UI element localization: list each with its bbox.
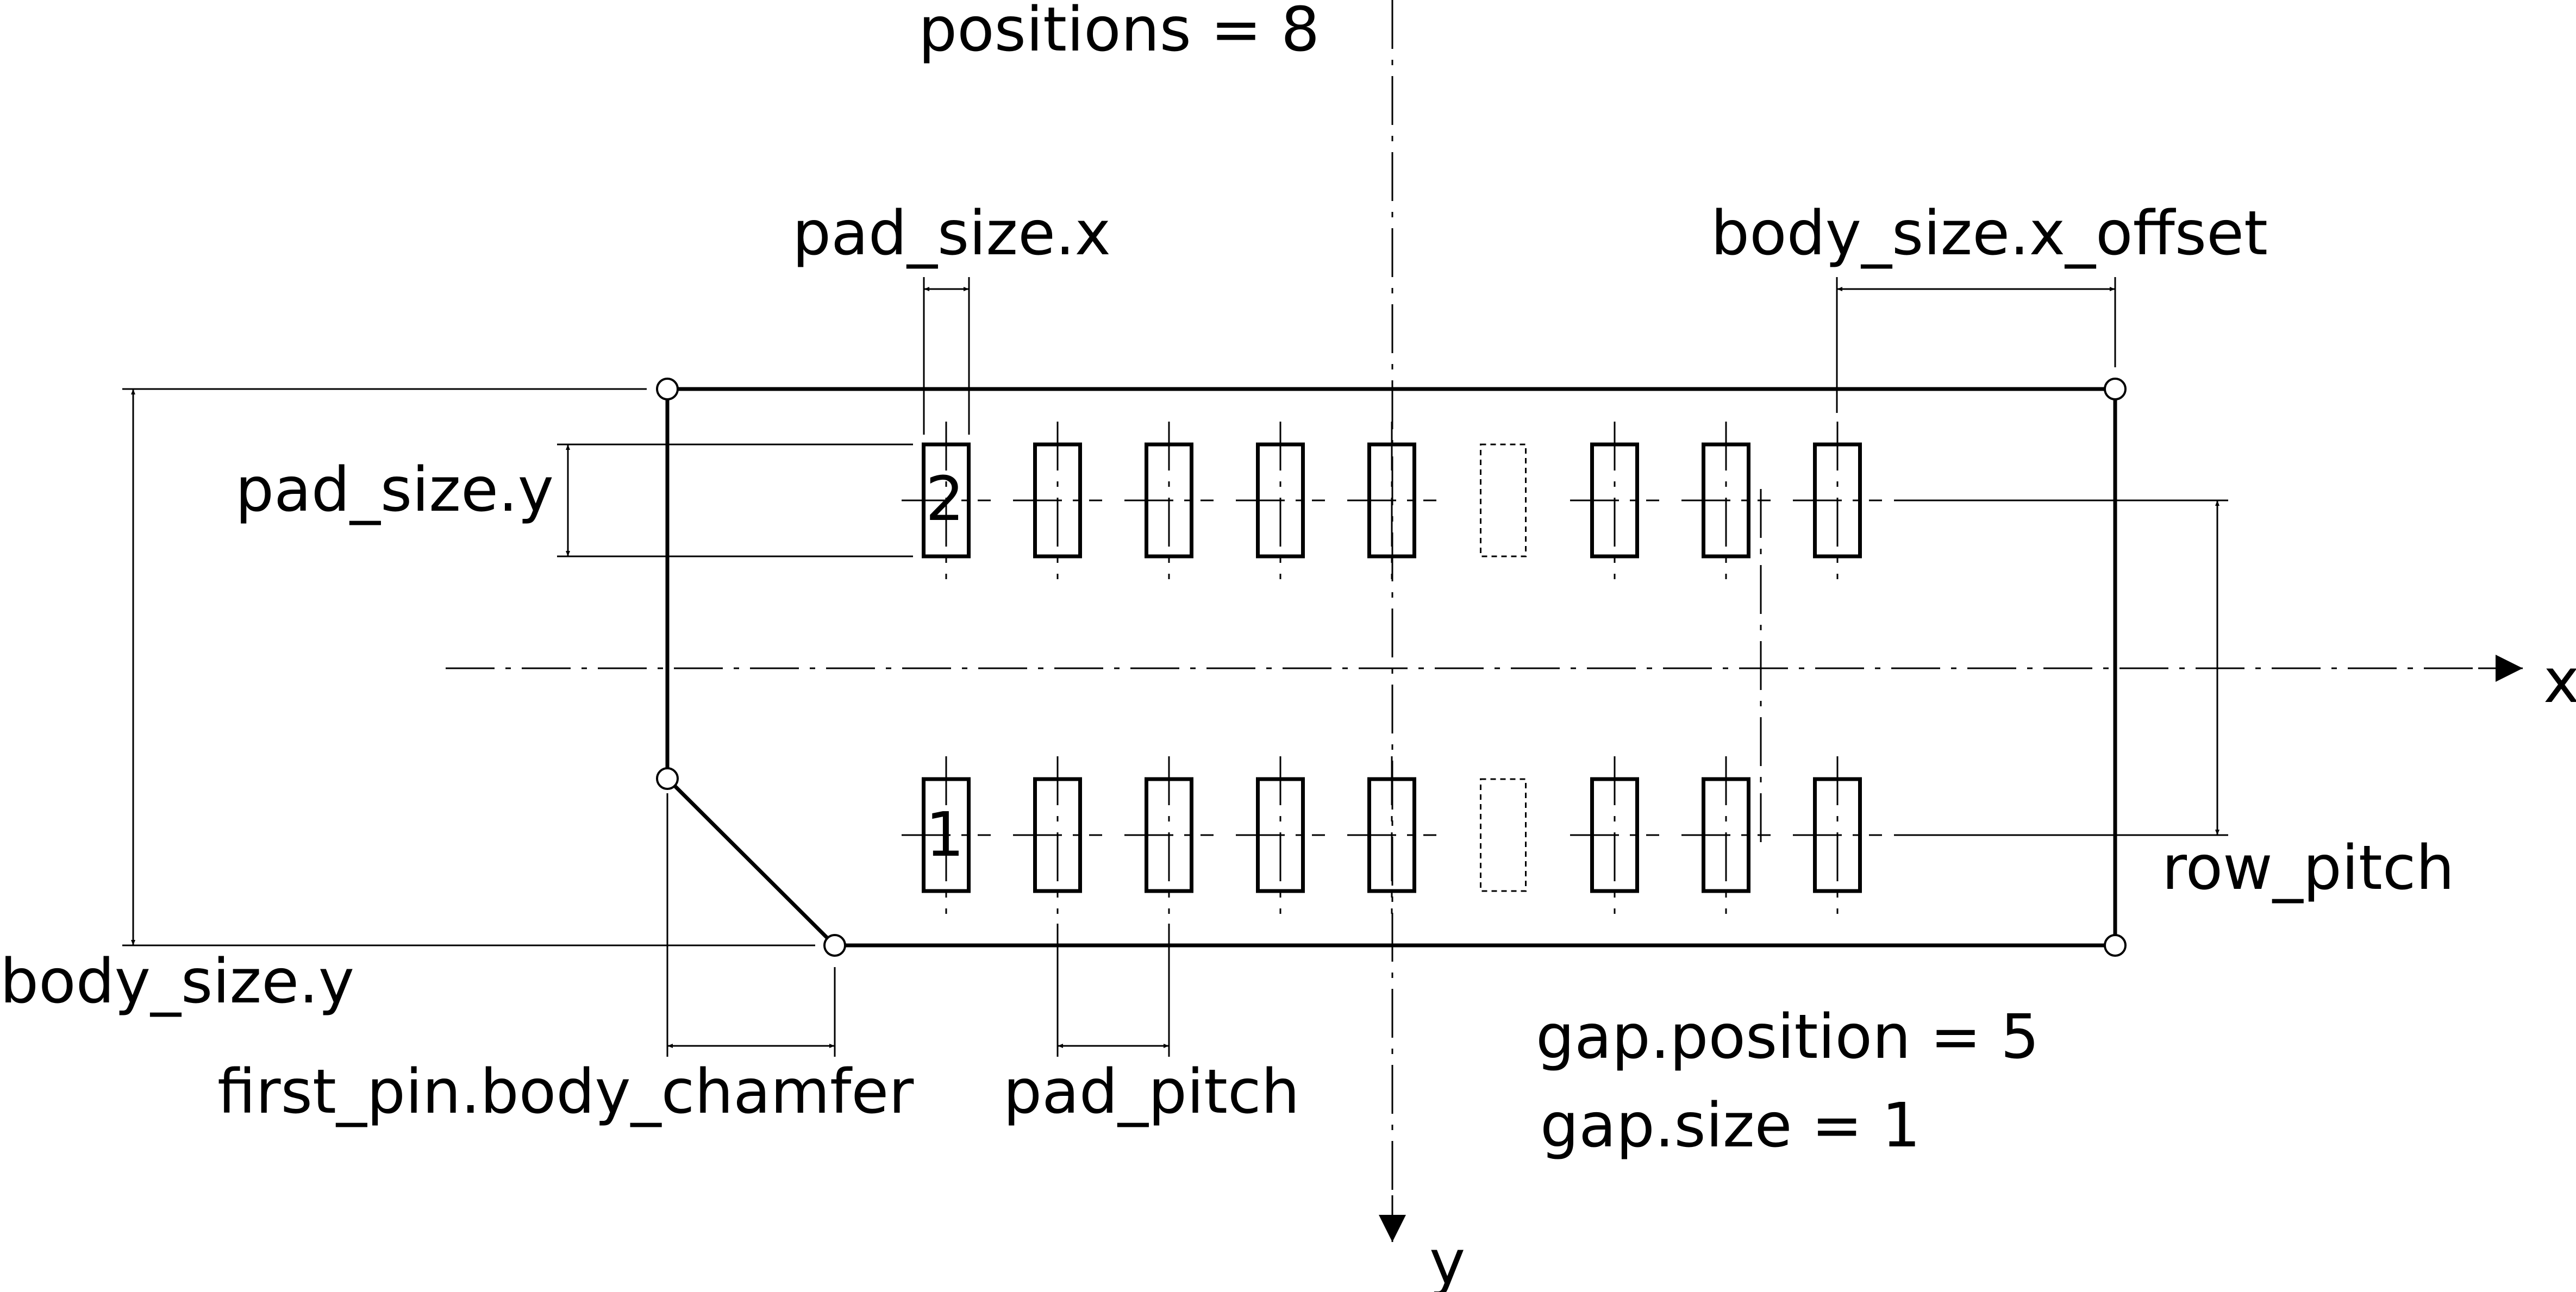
- label-pad-size-x: pad_size.x: [792, 198, 1111, 269]
- vertex-chamfer-left: [656, 767, 679, 790]
- label-body-size-y: body_size.y: [0, 946, 354, 1017]
- vertex-bottom-right: [2104, 934, 2127, 957]
- label-positions: positions = 8: [918, 0, 1320, 65]
- gap-pad-placeholder: [1480, 778, 1527, 892]
- label-row-pitch: row_pitch: [2162, 833, 2454, 904]
- body-outline: [665, 387, 2117, 948]
- vertex-chamfer-bottom: [823, 934, 846, 957]
- label-axis-y: y: [1429, 1227, 1465, 1292]
- gap-pad-placeholder: [1480, 443, 1527, 557]
- label-axis-x: x: [2543, 646, 2576, 717]
- label-pad-size-y: pad_size.y: [235, 455, 554, 525]
- label-gap-size: gap.size = 1: [1540, 1090, 1921, 1161]
- label-pad-pitch: pad_pitch: [1003, 1057, 1300, 1127]
- vertex-top-right: [2104, 378, 2127, 400]
- label-first-pin-body-chamfer: first_pin.body_chamfer: [217, 1057, 914, 1127]
- vertex-top-left: [656, 378, 679, 400]
- label-pin-1: 1: [926, 800, 964, 870]
- label-gap-position: gap.position = 5: [1536, 1002, 2039, 1073]
- pad-grid: [902, 422, 1882, 914]
- label-body-size-x-offset: body_size.x_offset: [1711, 198, 2268, 269]
- label-pin-2: 2: [926, 464, 964, 535]
